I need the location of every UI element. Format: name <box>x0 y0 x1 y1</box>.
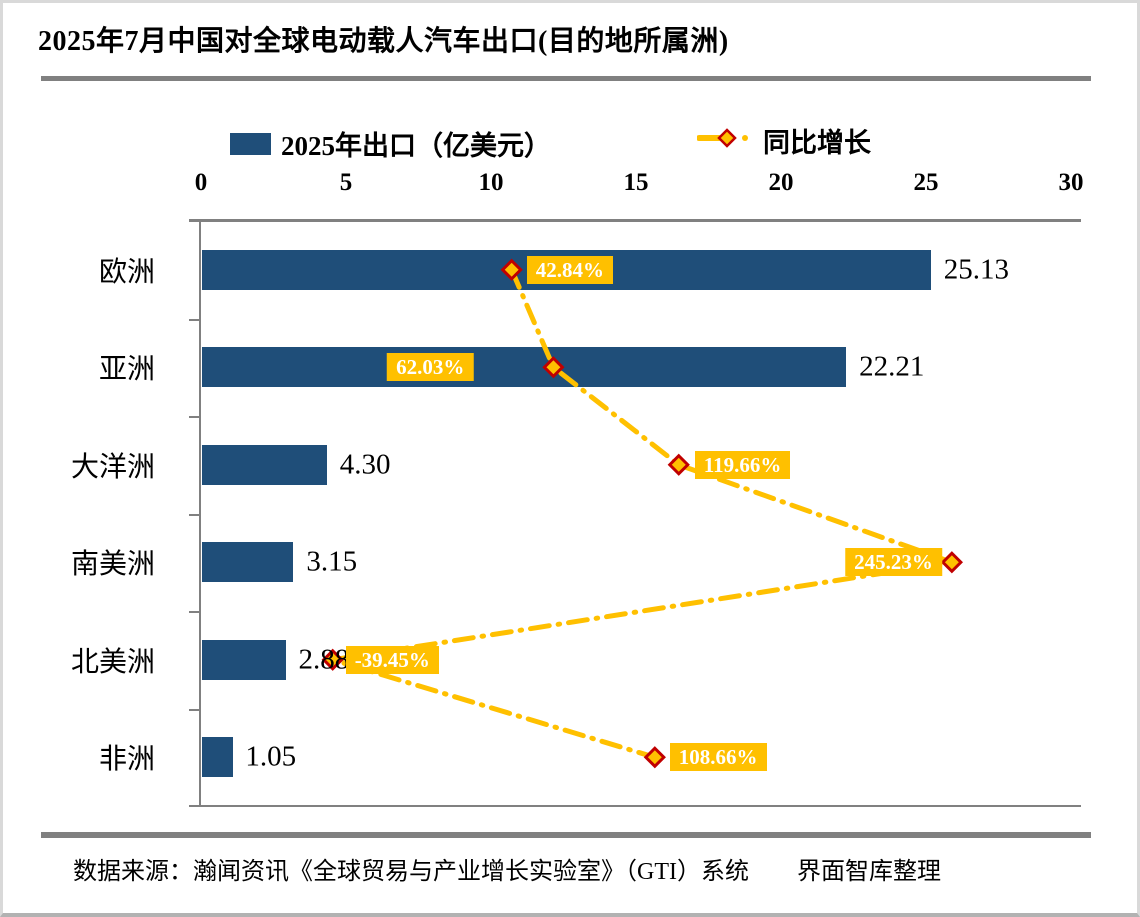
category-label: 欧洲 <box>98 256 155 288</box>
x-axis-tick-label: 30 <box>1058 169 1084 196</box>
growth-line-svg <box>321 258 963 769</box>
growth-value-label: 108.66% <box>669 743 767 772</box>
plot-bottom-line <box>189 805 1081 807</box>
y-axis-tick <box>189 318 201 321</box>
plot-area: 0 5 10 15 20 25 30 欧洲 25.13 亚洲 22.21 大洋洲 4.30 南美洲 3.15… <box>3 3 1137 913</box>
bar-value-label: 22.21 <box>859 350 925 383</box>
growth-value-label: 62.03% <box>387 353 474 382</box>
chart-title: 2025年7月中国对全球电动载人汽车出口(目的地所属洲) <box>38 26 729 57</box>
x-axis-tick-label: 5 <box>339 169 353 196</box>
growth-marker-diamond <box>940 551 963 574</box>
x-axis-tick-label: 10 <box>478 169 504 196</box>
export-bar <box>202 444 327 485</box>
line-series-marker-icon <box>696 124 755 157</box>
growth-line <box>331 267 953 760</box>
export-bar <box>202 542 294 583</box>
bar-value-label: 4.30 <box>339 448 391 481</box>
bar-value-label: 25.13 <box>943 253 1010 286</box>
title-divider <box>41 76 1091 81</box>
bar-value-label: 3.15 <box>306 545 358 578</box>
bar-series-swatch <box>230 132 271 155</box>
x-axis-tick-label: 20 <box>768 169 794 196</box>
line-series-label: 同比增长 <box>763 128 871 158</box>
growth-value-label: 42.84% <box>526 255 613 284</box>
growth-marker-diamond <box>667 453 690 476</box>
category-label: 大洋洲 <box>70 451 155 483</box>
x-axis-tick-label: 15 <box>623 169 649 196</box>
y-axis-tick <box>189 513 201 516</box>
category-label: 亚洲 <box>98 354 155 386</box>
growth-value-label: -39.45% <box>345 645 439 674</box>
export-bar <box>202 639 286 680</box>
category-label: 非洲 <box>98 744 155 776</box>
y-axis-tick <box>189 708 201 711</box>
growth-value-label: 245.23% <box>845 548 942 577</box>
x-axis-tick-label: 0 <box>194 169 208 196</box>
y-axis-tick <box>189 416 201 418</box>
y-axis-line <box>199 219 201 807</box>
bar-series-label: 2025年出口（亿美元） <box>281 131 551 161</box>
x-axis-tick-label: 25 <box>913 169 939 196</box>
x-axis-line <box>189 219 1081 222</box>
category-label: 北美洲 <box>70 646 155 678</box>
footer-divider <box>41 832 1091 838</box>
bar-value-label: 1.05 <box>245 740 297 773</box>
growth-marker-diamond <box>643 746 666 769</box>
category-label: 南美洲 <box>70 549 155 581</box>
legend-item-bars: 2025年出口（亿美元） <box>230 124 551 163</box>
legend-item-line: 同比增长 <box>696 121 871 160</box>
bar-value-label: 2.88 <box>298 643 350 676</box>
y-axis-tick <box>189 611 201 613</box>
growth-value-label: 119.66% <box>694 450 791 479</box>
export-bar <box>202 737 233 778</box>
export-bar <box>202 347 847 388</box>
data-source: 数据来源：瀚闻资讯《全球贸易与产业增长实验室》（GTI）系统 界面智库整理 <box>73 859 941 885</box>
